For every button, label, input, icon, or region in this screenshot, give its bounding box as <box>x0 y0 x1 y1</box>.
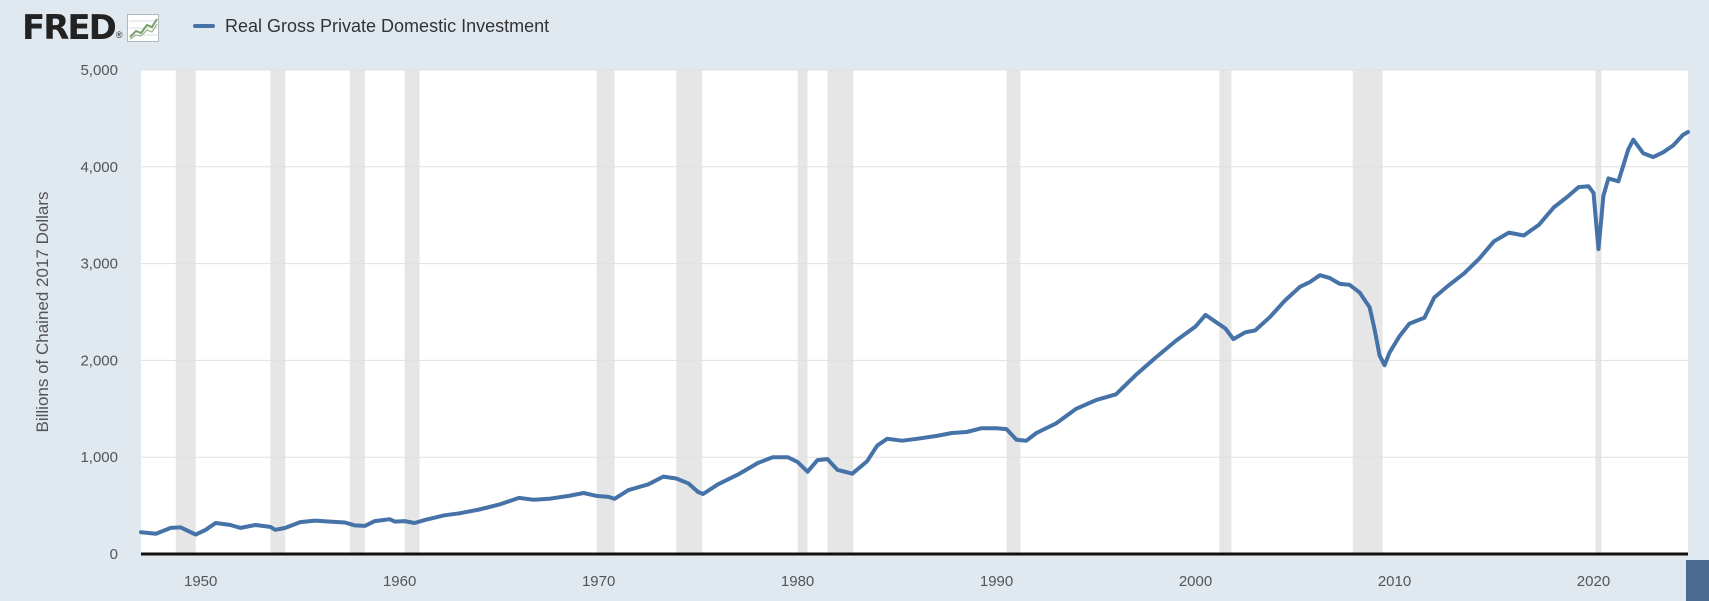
recession-band-5 <box>676 70 703 554</box>
y-tick-label: 1,000 <box>80 449 118 466</box>
x-tick-label: 1980 <box>781 573 814 590</box>
legend-label: Real Gross Private Domestic Investment <box>225 15 550 36</box>
recession-band-3 <box>404 70 420 554</box>
recession-band-6 <box>797 70 808 554</box>
recession-band-2 <box>349 70 365 554</box>
recession-band-8 <box>1006 70 1021 554</box>
x-tick-label: 1970 <box>582 573 615 590</box>
recession-band-0 <box>175 70 196 554</box>
y-tick-label: 4,000 <box>80 159 118 176</box>
y-tick-labels: 0 1,000 2,000 3,000 4,000 5,000 <box>80 62 118 563</box>
series-layer <box>139 130 1690 537</box>
x-tick-label: 1960 <box>383 573 416 590</box>
recession-band-4 <box>596 70 615 554</box>
y-axis-label: Billions of Chained 2017 Dollars <box>33 192 52 433</box>
y-tick-label: 5,000 <box>80 62 118 79</box>
legend-swatch <box>193 24 215 28</box>
recession-band-11 <box>1595 70 1602 554</box>
x-tick-labels: 1950 1960 1970 1980 1990 2000 2010 2020 <box>184 573 1610 590</box>
recession-band-7 <box>827 70 854 554</box>
sparkline-chart-icon <box>126 14 159 42</box>
fred-logo[interactable]: FRED ® <box>22 6 159 50</box>
series-line-0[interactable] <box>139 130 1690 537</box>
x-tick-label: 2020 <box>1577 573 1610 590</box>
legend[interactable]: Real Gross Private Domestic Investment <box>193 14 549 38</box>
plot-area <box>141 70 1688 554</box>
chart-header: FRED ® Real Gross Private Domestic Inves… <box>0 0 1709 56</box>
recession-band-9 <box>1219 70 1232 554</box>
x-tick-label: 2010 <box>1378 573 1411 590</box>
corner-tab[interactable] <box>1686 560 1709 601</box>
gridlines <box>141 69 1688 458</box>
x-tick-label: 2000 <box>1179 573 1212 590</box>
recession-band-10 <box>1352 70 1383 554</box>
fred-wordmark: FRED <box>22 8 117 48</box>
x-tick-label: 1950 <box>184 573 217 590</box>
registered-mark: ® <box>115 30 123 40</box>
x-tick-label: 1990 <box>980 573 1013 590</box>
y-tick-label: 3,000 <box>80 256 118 273</box>
y-tick-label: 2,000 <box>80 352 118 369</box>
y-tick-label: 0 <box>110 546 118 563</box>
recession-band-1 <box>270 70 286 554</box>
